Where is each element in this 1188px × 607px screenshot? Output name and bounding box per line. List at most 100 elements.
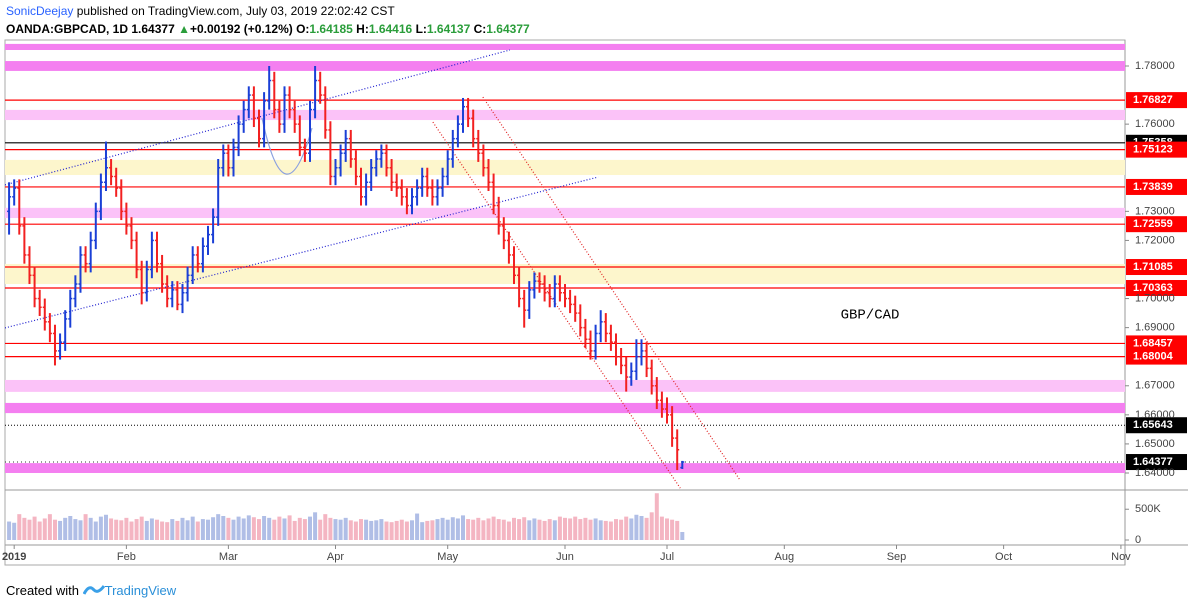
volume-bar [114, 519, 119, 540]
volume-bar [608, 521, 613, 540]
author[interactable]: SonicDeejay [6, 4, 74, 18]
zone [5, 207, 1125, 219]
y-tick-label: 1.72000 [1135, 234, 1175, 246]
volume-bar [364, 519, 369, 540]
volume-bar [180, 517, 185, 540]
volume-bar [583, 517, 588, 540]
volume-bar [154, 519, 159, 540]
y-tick-label: 1.78000 [1135, 60, 1175, 72]
volume-bar [629, 518, 634, 540]
volume-bar [83, 514, 88, 540]
volume-bar [634, 514, 639, 540]
volume-bar [522, 517, 527, 540]
volume-bar [471, 519, 476, 540]
volume-bar [542, 520, 547, 540]
volume-bar [165, 522, 170, 540]
level-tag [1126, 259, 1187, 276]
volume-bar [297, 517, 302, 540]
volume-bar [537, 519, 542, 540]
volume-bar [17, 514, 22, 540]
volume-bar [205, 519, 210, 540]
volume-bar [328, 517, 333, 540]
x-tick-label: Jun [556, 551, 574, 563]
volume-bar [511, 517, 516, 540]
volume-bar [619, 519, 624, 540]
published: published on TradingView.com, July 03, 2… [76, 4, 395, 18]
volume-bar [460, 515, 465, 540]
level-tag [1126, 141, 1187, 158]
volume-bar [93, 521, 98, 540]
volume-bar [379, 519, 384, 540]
level-label: 1.71085 [1133, 261, 1173, 273]
volume-bar [318, 519, 323, 540]
brand[interactable]: TradingView [104, 583, 177, 598]
level-label: 1.68457 [1133, 337, 1173, 349]
volume-bar [440, 517, 445, 540]
y-tick-label: 1.76000 [1135, 118, 1175, 130]
volume-bar [435, 519, 440, 540]
high: 1.64416 [368, 22, 413, 36]
last-price-label: 1.64377 [1133, 456, 1173, 468]
level-label: 1.72559 [1133, 218, 1173, 230]
volume-bar [119, 520, 124, 540]
level-label: 1.70363 [1133, 282, 1173, 294]
h-label: H: [356, 22, 369, 36]
x-tick-label: Apr [327, 551, 344, 563]
volume-bar [292, 520, 297, 540]
volume-bar [200, 519, 205, 540]
volume-bar [63, 517, 68, 540]
volume [7, 493, 685, 540]
x-tick-label: Feb [117, 551, 136, 563]
level-label: 1.65643 [1133, 419, 1173, 431]
y-tick-label: 1.73000 [1135, 205, 1175, 217]
y-tick-label: 1.64000 [1135, 467, 1175, 479]
volume-bar [32, 516, 37, 540]
volume-bar [353, 521, 358, 540]
volume-bar [593, 518, 598, 540]
volume-bar [195, 521, 200, 540]
volume-bar [506, 521, 511, 540]
volume-bar [27, 519, 32, 540]
volume-bar [139, 516, 144, 540]
logo [82, 585, 105, 595]
volume-bar [226, 517, 231, 540]
symbol: OANDA:GBPCAD, 1D [6, 22, 129, 36]
volume-bar [216, 514, 221, 540]
volume-bar [323, 514, 328, 540]
y-tick-label: 1.69000 [1135, 322, 1175, 334]
last-price-tag [1126, 454, 1187, 471]
volume-bar [578, 519, 583, 540]
volume-bar [88, 517, 93, 540]
zone [5, 379, 1125, 392]
volume-bar [343, 517, 348, 540]
volume-bar [598, 520, 603, 540]
zone [5, 43, 1125, 51]
volume-bar [246, 515, 251, 540]
zones [5, 43, 1125, 473]
volume-bar [251, 517, 256, 540]
volume-bar [262, 516, 267, 540]
quote-line: OANDA:GBPCAD, 1D 1.64377 ▲+0.00192 (+0.1… [6, 22, 530, 36]
volume-bar [557, 516, 562, 540]
volume-bar [185, 520, 190, 540]
level-tag [1126, 335, 1187, 352]
volume-tick-label: 0 [1135, 534, 1141, 546]
volume-bar [333, 519, 338, 540]
volume-bar [481, 520, 486, 540]
volume-bar [455, 518, 460, 540]
volume-bar [639, 516, 644, 540]
volume-bar [277, 516, 282, 540]
volume-bar [573, 516, 578, 540]
volume-bar [501, 519, 506, 540]
trendline [482, 96, 741, 481]
level-tag [1126, 417, 1187, 434]
close: 1.64377 [486, 22, 530, 36]
volume-bar [394, 520, 399, 540]
volume-bar [124, 517, 129, 540]
zone [5, 159, 1125, 176]
volume-bar [425, 520, 430, 540]
x-tick-label: Oct [995, 551, 1012, 563]
open: 1.64185 [309, 22, 353, 36]
volume-bar [236, 516, 241, 540]
